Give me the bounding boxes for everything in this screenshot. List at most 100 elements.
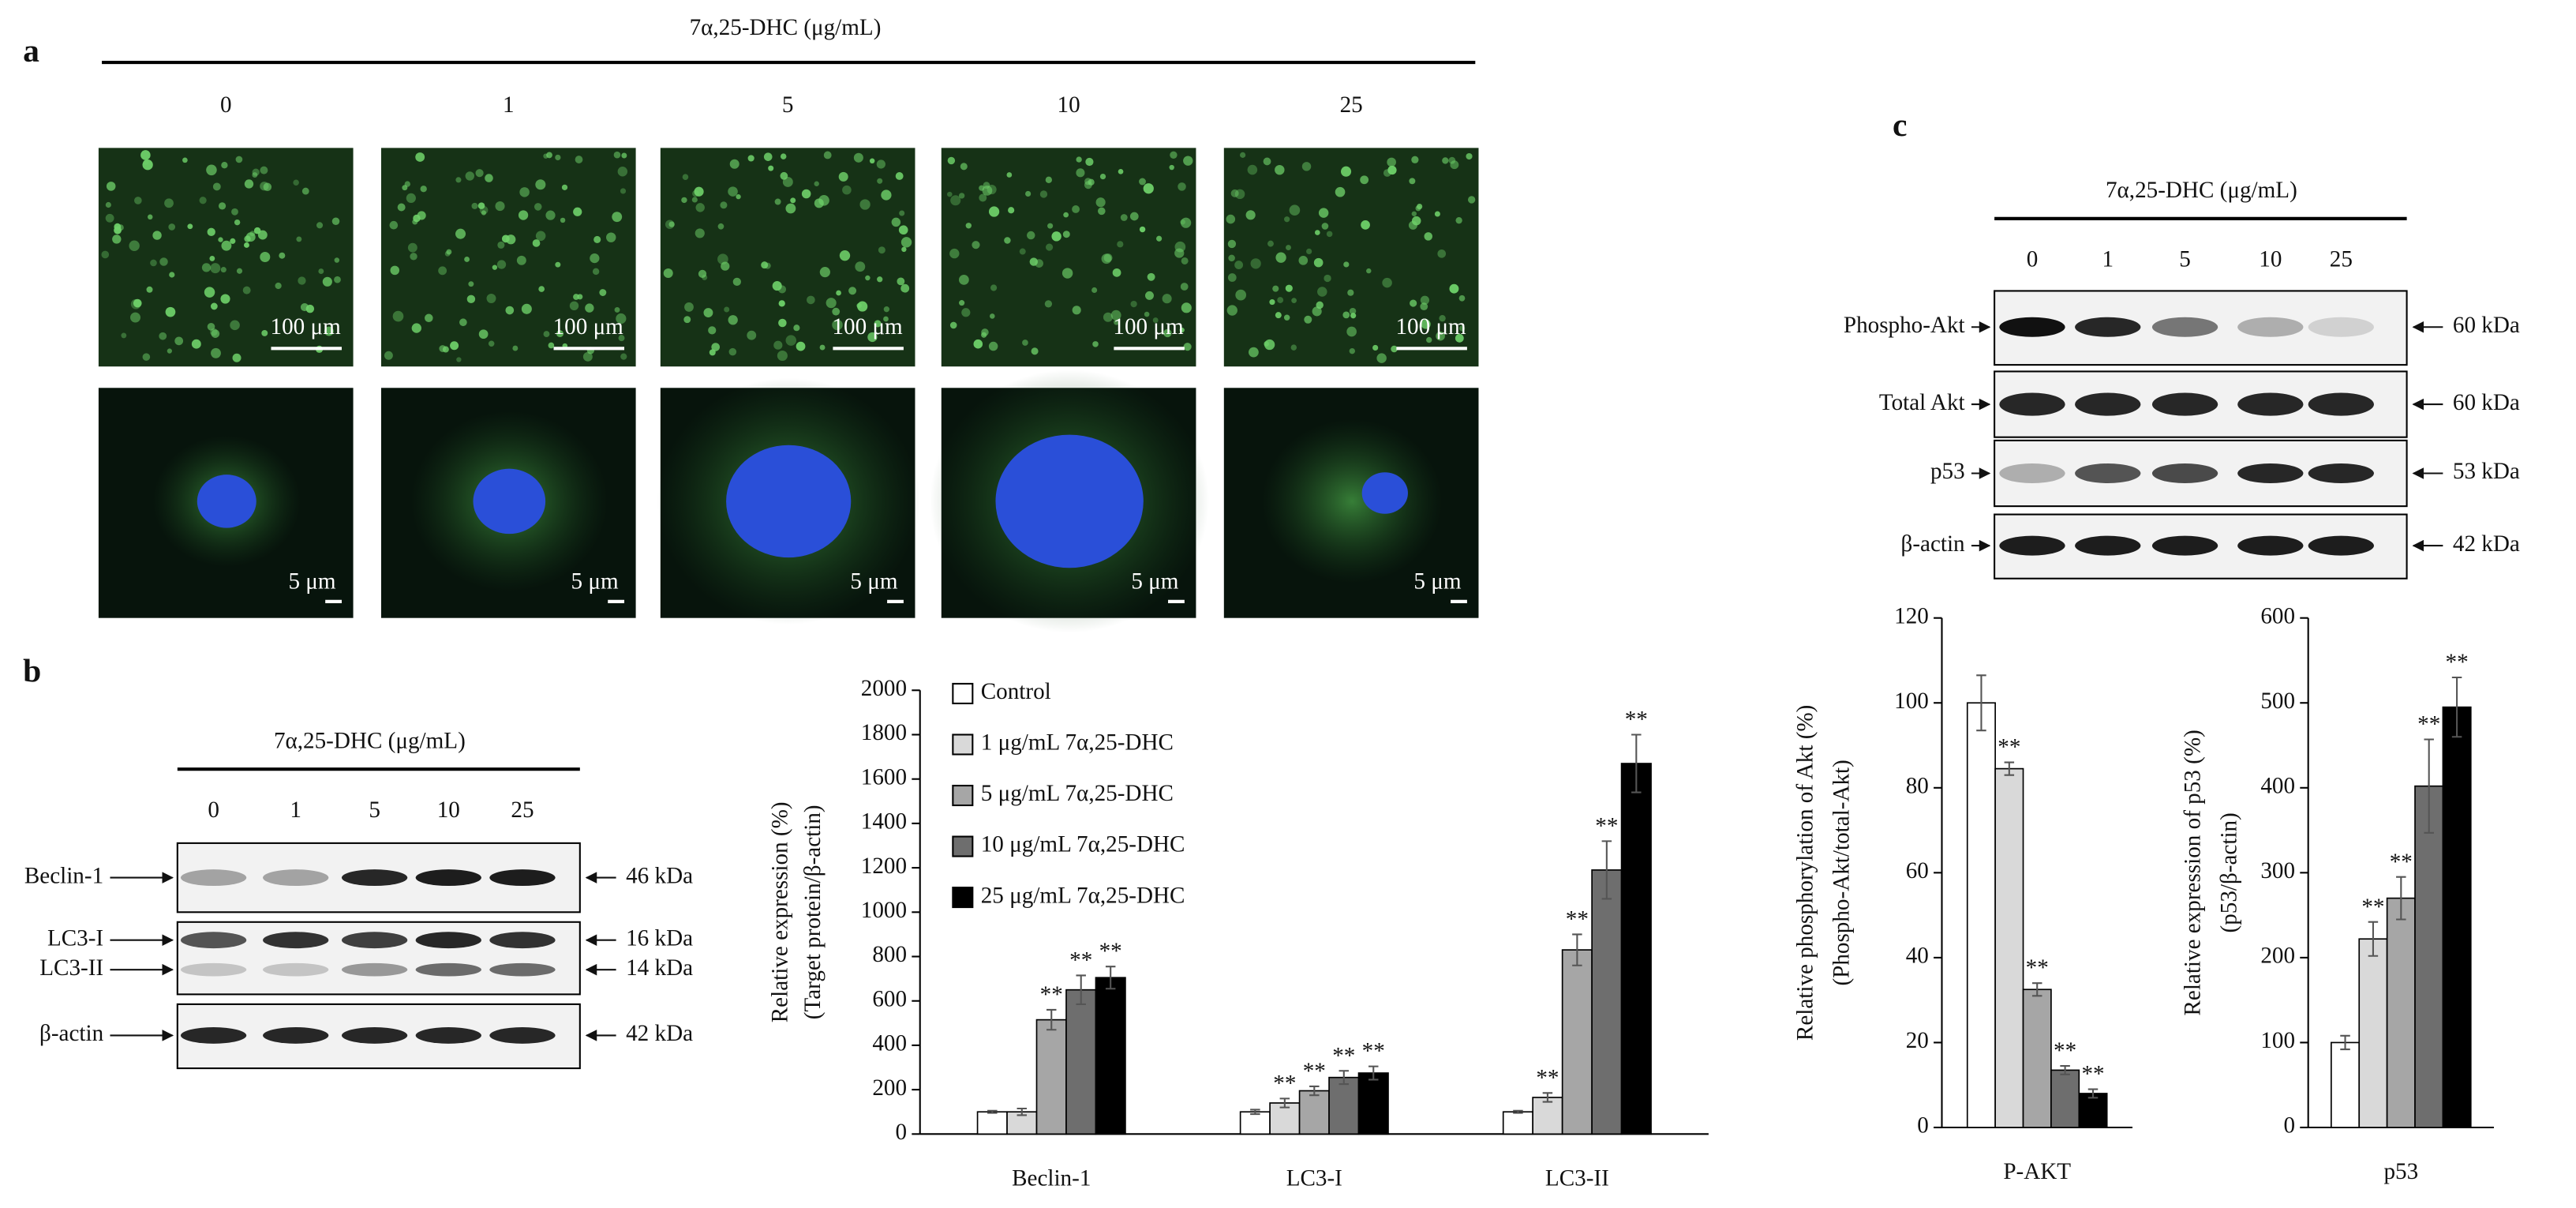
cell-dot (209, 256, 215, 261)
fluorescence-image (98, 148, 354, 367)
y-tick-label: 2000 (861, 676, 907, 701)
dose-label: 1 (290, 797, 301, 823)
error-bar (1250, 1109, 1260, 1116)
cell-dot (747, 330, 757, 340)
cell-dot (717, 223, 724, 230)
cell-dot (410, 253, 417, 261)
band (2308, 392, 2374, 416)
cell-dot (1387, 157, 1396, 167)
y-tick-label: 40 (1906, 944, 1929, 969)
cell-dot (721, 261, 730, 271)
cell-dot (496, 260, 507, 269)
cell-dot (1114, 319, 1120, 325)
cell-dot (1179, 327, 1185, 333)
cell-dot (981, 332, 987, 338)
y-tick-label: 500 (2260, 688, 2295, 714)
cell-dot (548, 342, 555, 349)
bar (2078, 1093, 2108, 1128)
cell-dot (1178, 182, 1186, 191)
cell-dot (1286, 245, 1291, 251)
cell-dot (182, 157, 188, 163)
dose-label: 10 (437, 797, 460, 823)
cell-dot (112, 234, 122, 244)
cell-dot (218, 237, 223, 242)
band (263, 1027, 329, 1044)
cell-dot (1247, 164, 1258, 175)
error-bar (1105, 966, 1116, 990)
cell-dot (1110, 310, 1121, 321)
significance: ** (1273, 1071, 1296, 1096)
significance: ** (1998, 735, 2020, 760)
protein-label: β-actin (39, 1021, 104, 1046)
cell-dot (1341, 166, 1352, 177)
cell-dot (244, 179, 254, 189)
cell-dot (1008, 207, 1015, 214)
cell-dot (516, 255, 526, 265)
cell-dot (1156, 235, 1163, 242)
error-bar (2396, 876, 2406, 921)
cell-dot (569, 301, 579, 311)
legend-label: 10 μg/mL 7α,25-DHC (981, 832, 1185, 857)
bar (1502, 1111, 1533, 1135)
cell-dot (1343, 261, 1350, 268)
cell-dot (836, 290, 841, 296)
cell-dot (316, 222, 324, 229)
band (415, 1027, 481, 1044)
protein-label: LC3-I (47, 925, 103, 951)
cell-dot (620, 188, 627, 194)
band (2237, 317, 2304, 337)
cell-dot (1019, 248, 1026, 255)
cell-dot (1349, 347, 1356, 355)
band (1999, 392, 2065, 416)
cell-dot (324, 326, 334, 336)
y-tick-label: 80 (1906, 773, 1929, 798)
cell-dot (1085, 157, 1094, 167)
cell-dot (1061, 268, 1073, 279)
cell-dot (988, 341, 998, 351)
cell-dot (778, 318, 787, 328)
cell-dot (220, 267, 227, 273)
cell-dot (695, 203, 705, 212)
cell-dot (1411, 216, 1421, 226)
x-tick-label: Beclin-1 (1012, 1165, 1091, 1191)
protein-label: p53 (1930, 459, 1965, 484)
cell-dot (1312, 306, 1322, 317)
scale-bar-label: 100 μm (271, 314, 342, 340)
cell-dot (1245, 210, 1256, 220)
y-tick-label: 1800 (861, 720, 907, 745)
cell-dot (1004, 237, 1011, 244)
significance: ** (2390, 850, 2413, 875)
cell-dot (488, 340, 495, 347)
cell-dot (1162, 294, 1172, 304)
cell-dot (1290, 344, 1297, 351)
cell-dot (1250, 258, 1261, 269)
significance: ** (1362, 1039, 1385, 1064)
scale-bar-label: 5 μm (1131, 569, 1178, 595)
cell-dot (876, 159, 886, 169)
cell-dot (1143, 183, 1154, 194)
band (341, 932, 408, 949)
protein-label: Beclin-1 (24, 863, 103, 888)
scale-bar-label: 5 μm (571, 569, 618, 595)
cell-dot (1317, 287, 1327, 297)
cell-dot (1039, 190, 1048, 198)
cell-dot (261, 329, 268, 336)
cell-dot (105, 201, 111, 208)
band (489, 962, 556, 977)
error-bar (2340, 1034, 2350, 1051)
band (341, 1027, 408, 1044)
cell-dot (728, 347, 737, 356)
cell-dot (785, 203, 796, 214)
y-axis-label: Relative phosphorylation of Akt (%) (1792, 705, 1818, 1041)
cell-dot (465, 171, 474, 181)
cell-dot (1072, 306, 1081, 315)
band (489, 1027, 556, 1044)
cell-dot (1092, 341, 1099, 347)
cell-dot (832, 319, 843, 331)
cell-dot (210, 302, 218, 310)
band (263, 932, 329, 949)
cell-dot (174, 336, 184, 346)
cell-dot (230, 238, 236, 244)
cell-dot (729, 159, 739, 169)
cell-dot (683, 316, 691, 324)
